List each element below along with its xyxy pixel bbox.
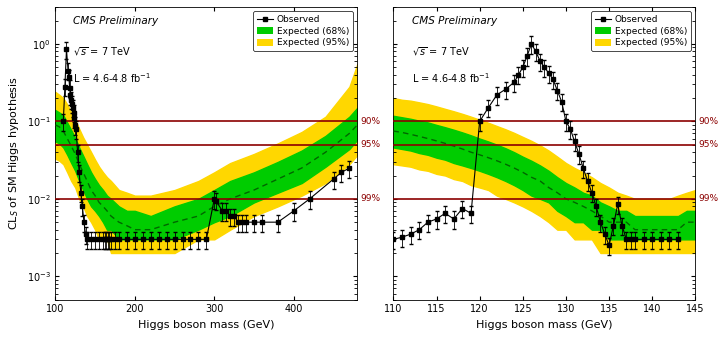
Text: $\sqrt{s}$ = 7 TeV: $\sqrt{s}$ = 7 TeV [412,45,470,58]
Text: L = 4.6-4.8 fb$^{-1}$: L = 4.6-4.8 fb$^{-1}$ [412,71,489,85]
Y-axis label: CL$_S$ of SM Higgs hypothesis: CL$_S$ of SM Higgs hypothesis [7,76,21,231]
Text: $\sqrt{s}$ = 7 TeV: $\sqrt{s}$ = 7 TeV [73,45,131,58]
Legend: Observed, Expected (68%), Expected (95%): Observed, Expected (68%), Expected (95%) [592,11,691,51]
X-axis label: Higgs boson mass (GeV): Higgs boson mass (GeV) [138,320,275,330]
Text: CMS Preliminary: CMS Preliminary [73,16,159,26]
Text: 95%: 95% [360,140,381,149]
Text: 95%: 95% [698,140,718,149]
X-axis label: Higgs boson mass (GeV): Higgs boson mass (GeV) [476,320,613,330]
Legend: Observed, Expected (68%), Expected (95%): Observed, Expected (68%), Expected (95%) [253,11,353,51]
Text: CMS Preliminary: CMS Preliminary [412,16,497,26]
Text: 90%: 90% [698,117,718,126]
Text: 99%: 99% [698,194,718,203]
Text: 99%: 99% [360,194,381,203]
Text: 90%: 90% [360,117,381,126]
Text: L = 4.6-4.8 fb$^{-1}$: L = 4.6-4.8 fb$^{-1}$ [73,71,152,85]
